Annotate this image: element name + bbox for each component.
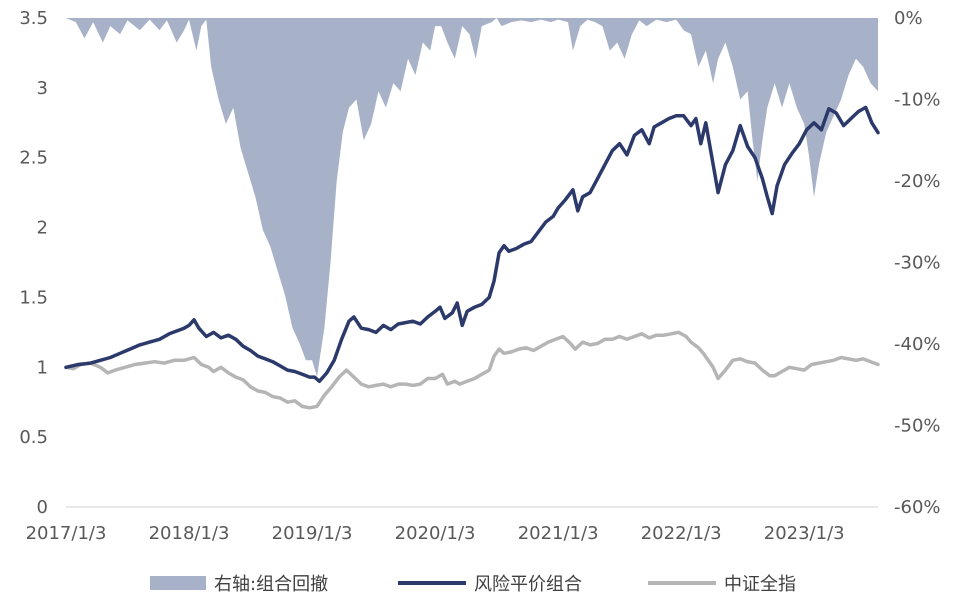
x-tick-label: 2019/1/3 — [272, 523, 353, 544]
right-y-tick-label: 0% — [894, 8, 923, 29]
line-series-layer — [64, 105, 880, 410]
left-y-tick-label: 0.5 — [19, 427, 48, 448]
right-y-tick-label: -60% — [894, 497, 941, 518]
right-y-tick-label: -50% — [894, 416, 941, 437]
x-tick-label: 2021/1/3 — [518, 523, 599, 544]
left-y-tick-label: 1 — [37, 357, 48, 378]
left-y-tick-label: 1.5 — [19, 287, 48, 308]
left-y-tick-label: 2.5 — [19, 148, 48, 169]
right-y-axis: 0% -10% -20% -30% -40% -50% -60% — [894, 8, 941, 518]
legend-label: 右轴:组合回撤 — [214, 574, 328, 595]
x-tick-label: 2023/1/3 — [764, 523, 845, 544]
series-drawdown-area — [66, 18, 878, 377]
series-index-line — [64, 330, 880, 410]
left-y-axis: 0 0.5 1 1.5 2 2.5 3 3.5 — [19, 8, 48, 518]
right-y-tick-label: -10% — [894, 90, 941, 111]
left-y-tick-label: 3 — [37, 78, 48, 99]
series-risk-parity-line — [64, 105, 880, 384]
x-tick-label: 2022/1/3 — [641, 523, 722, 544]
x-tick-label: 2020/1/3 — [395, 523, 476, 544]
x-tick-label: 2018/1/3 — [149, 523, 230, 544]
x-tick-label: 2017/1/3 — [26, 523, 107, 544]
legend-label: 中证全指 — [724, 574, 796, 595]
right-y-tick-label: -20% — [894, 171, 941, 192]
left-y-tick-label: 3.5 — [19, 8, 48, 29]
legend-swatch-drawdown — [150, 576, 206, 590]
right-y-tick-label: -30% — [894, 253, 941, 274]
legend: 右轴:组合回撤 风险平价组合 中证全指 — [150, 574, 796, 595]
drawdown-area-layer — [66, 18, 878, 377]
x-axis: 2017/1/3 2018/1/3 2019/1/3 2020/1/3 2021/1/3… — [26, 523, 845, 544]
left-y-tick-label: 2 — [37, 218, 48, 239]
legend-label: 风险平价组合 — [474, 574, 582, 595]
right-y-tick-label: -40% — [894, 334, 941, 355]
left-y-tick-label: 0 — [37, 497, 48, 518]
